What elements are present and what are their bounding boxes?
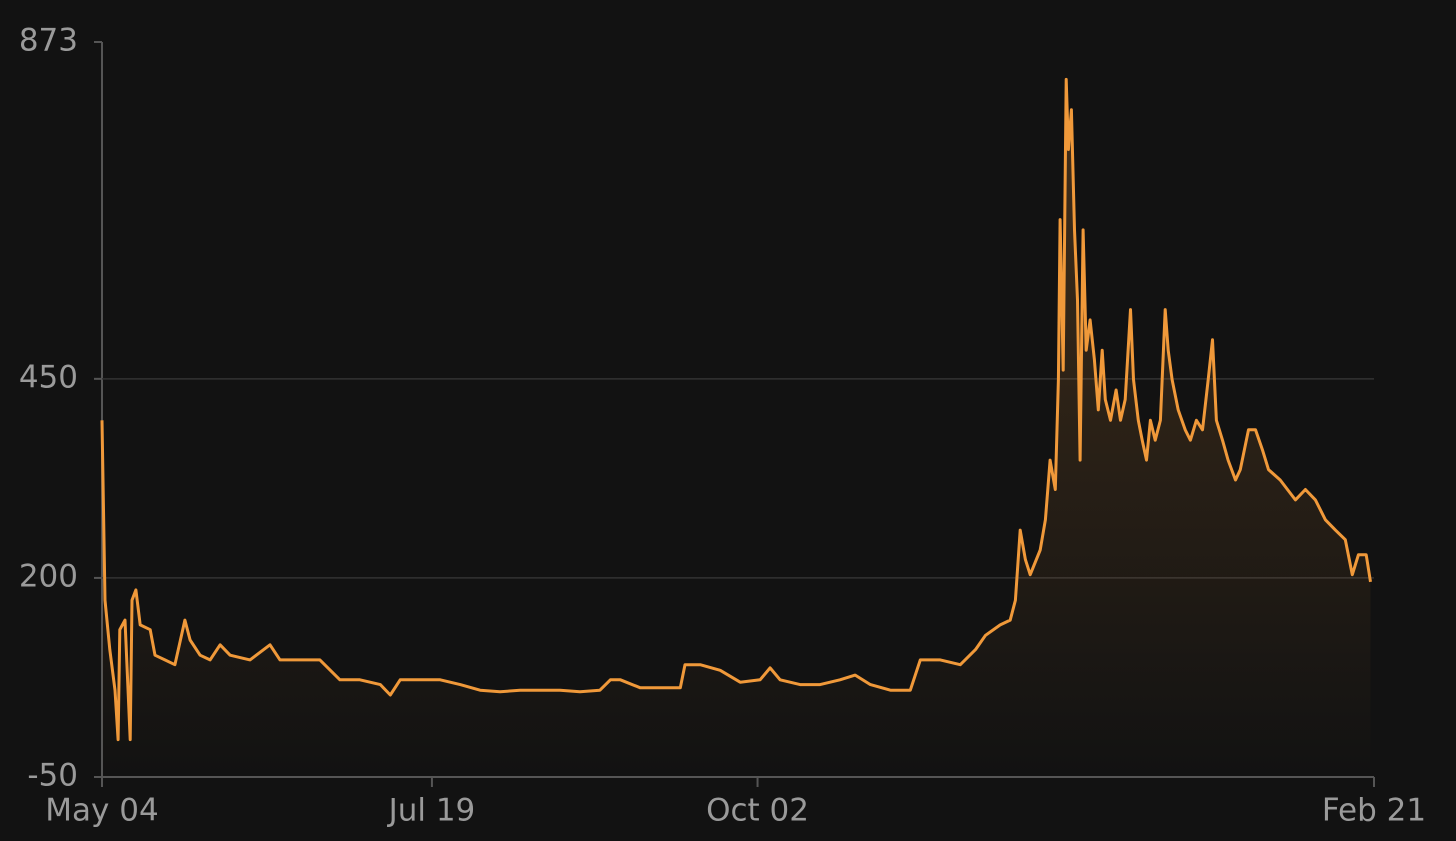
line [100, 77, 1372, 742]
x-tick-label: Jul 19 [387, 793, 476, 829]
y-tick-label: 450 [19, 359, 78, 395]
y-tick-label: 200 [19, 558, 78, 594]
x-tick-label: Feb 21 [1322, 793, 1426, 829]
y-tick-label: -50 [27, 758, 78, 794]
area [102, 79, 1371, 777]
x-tick-label: Oct 02 [706, 793, 809, 829]
x-tick-label: May 04 [45, 793, 158, 829]
y-tick-label: 873 [19, 23, 78, 59]
